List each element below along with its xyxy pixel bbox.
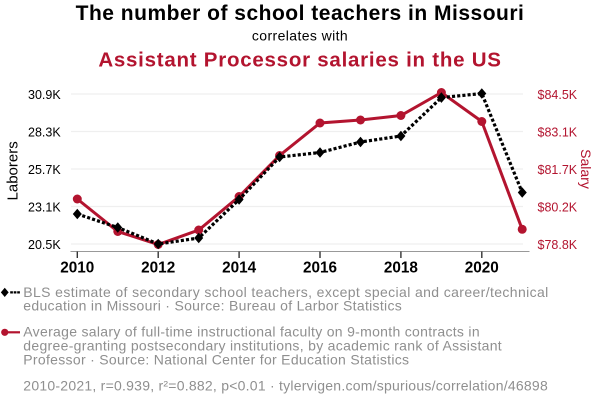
svg-text:2010: 2010 xyxy=(60,260,94,277)
svg-text:degree-granting postsecondary: degree-granting postsecondary institutio… xyxy=(23,338,502,354)
svg-text:$78.8K: $78.8K xyxy=(538,238,578,252)
svg-text:correlates with: correlates with xyxy=(252,28,348,44)
svg-text:20.5K: 20.5K xyxy=(28,238,61,252)
svg-text:2020: 2020 xyxy=(465,260,499,277)
svg-text:2018: 2018 xyxy=(384,260,419,277)
svg-text:education in Missouri · Source: education in Missouri · Source: Bureau o… xyxy=(23,298,402,314)
svg-text:25.7K: 25.7K xyxy=(28,163,61,177)
svg-text:Average salary of full-time in: Average salary of full-time instructiona… xyxy=(23,324,480,340)
svg-text:2012: 2012 xyxy=(141,260,175,277)
svg-text:30.9K: 30.9K xyxy=(28,88,61,102)
svg-text:Laborers: Laborers xyxy=(5,141,22,200)
svg-text:2016: 2016 xyxy=(303,260,337,277)
svg-text:$80.2K: $80.2K xyxy=(538,201,578,215)
svg-text:2010-2021, r=0.939, r²=0.882,: 2010-2021, r=0.939, r²=0.882, p<0.01 · t… xyxy=(23,378,548,394)
svg-text:Assistant Processor salaries i: Assistant Processor salaries in the US xyxy=(98,48,501,71)
svg-text:Salary: Salary xyxy=(578,149,594,189)
svg-text:The number of school teachers: The number of school teachers in Missour… xyxy=(76,2,525,25)
svg-text:$83.1K: $83.1K xyxy=(538,126,578,140)
svg-text:BLS estimate of secondary scho: BLS estimate of secondary school teacher… xyxy=(23,284,548,300)
svg-text:$84.5K: $84.5K xyxy=(538,88,578,102)
svg-text:28.3K: 28.3K xyxy=(28,126,61,140)
svg-text:$81.7K: $81.7K xyxy=(538,163,578,177)
svg-text:Professor · Source: National C: Professor · Source: National Center for … xyxy=(23,352,409,368)
svg-text:23.1K: 23.1K xyxy=(28,201,61,215)
svg-text:2014: 2014 xyxy=(222,260,257,277)
